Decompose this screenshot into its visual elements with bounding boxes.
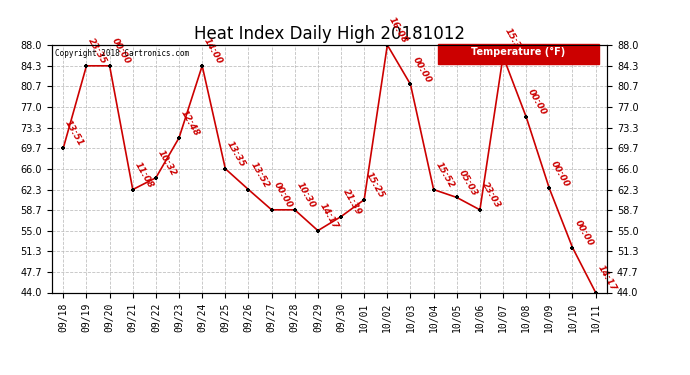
Text: 00:00: 00:00 bbox=[411, 55, 433, 84]
Point bbox=[127, 187, 138, 193]
Text: 00:00: 00:00 bbox=[526, 88, 549, 117]
Point bbox=[428, 187, 439, 193]
Text: 16:08: 16:08 bbox=[387, 16, 409, 45]
Point bbox=[220, 166, 231, 172]
Text: 15:25: 15:25 bbox=[364, 170, 386, 200]
Text: 23:35: 23:35 bbox=[86, 36, 108, 66]
Text: Copyright 2018 Cartronics.com: Copyright 2018 Cartronics.com bbox=[55, 49, 188, 58]
Text: 10:30: 10:30 bbox=[295, 180, 317, 210]
Point bbox=[243, 187, 254, 193]
Point bbox=[197, 63, 208, 69]
Point bbox=[150, 175, 161, 181]
Text: 15:52: 15:52 bbox=[433, 160, 455, 190]
Point bbox=[590, 290, 601, 296]
Point bbox=[173, 135, 184, 141]
Point bbox=[335, 214, 346, 220]
Text: Temperature (°F): Temperature (°F) bbox=[471, 47, 565, 57]
Text: 13:52: 13:52 bbox=[248, 160, 270, 190]
Point bbox=[289, 207, 300, 213]
FancyBboxPatch shape bbox=[437, 44, 599, 63]
Point bbox=[405, 81, 416, 87]
Text: 11:08: 11:08 bbox=[132, 160, 155, 190]
Text: 10:32: 10:32 bbox=[156, 148, 178, 178]
Point bbox=[266, 207, 277, 213]
Text: 00:00: 00:00 bbox=[549, 159, 571, 188]
Point bbox=[497, 53, 509, 59]
Text: 00:00: 00:00 bbox=[573, 218, 595, 248]
Text: 23:03: 23:03 bbox=[480, 180, 502, 210]
Point bbox=[521, 114, 532, 120]
Text: 14:17: 14:17 bbox=[595, 263, 618, 292]
Text: 00:00: 00:00 bbox=[272, 180, 294, 210]
Text: 12:48: 12:48 bbox=[179, 108, 201, 138]
Point bbox=[544, 186, 555, 191]
Text: 13:35: 13:35 bbox=[226, 140, 248, 169]
Point bbox=[567, 244, 578, 250]
Point bbox=[104, 63, 115, 69]
Point bbox=[58, 145, 69, 151]
Point bbox=[451, 194, 462, 200]
Title: Heat Index Daily High 20181012: Heat Index Daily High 20181012 bbox=[194, 26, 465, 44]
Text: 14:00: 14:00 bbox=[202, 36, 224, 66]
Text: 13:51: 13:51 bbox=[63, 118, 86, 148]
Text: 14:17: 14:17 bbox=[318, 201, 340, 231]
Point bbox=[81, 63, 92, 69]
Point bbox=[313, 228, 324, 234]
Text: 05:03: 05:03 bbox=[457, 168, 479, 197]
Point bbox=[359, 196, 370, 202]
Text: 21:39: 21:39 bbox=[341, 187, 363, 217]
Point bbox=[475, 207, 486, 213]
Text: 00:00: 00:00 bbox=[110, 36, 132, 66]
Text: 15:32: 15:32 bbox=[503, 27, 525, 56]
Point bbox=[382, 42, 393, 48]
